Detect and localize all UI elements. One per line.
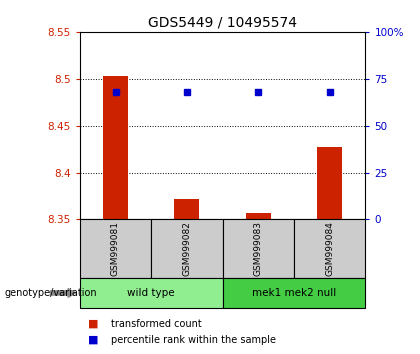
Bar bbox=[103, 76, 128, 219]
Text: percentile rank within the sample: percentile rank within the sample bbox=[111, 335, 276, 345]
Bar bbox=[151, 219, 223, 278]
Title: GDS5449 / 10495574: GDS5449 / 10495574 bbox=[148, 15, 297, 29]
Text: wild type: wild type bbox=[127, 288, 175, 298]
Text: ■: ■ bbox=[88, 319, 99, 329]
Bar bbox=[317, 147, 342, 219]
Bar bbox=[174, 199, 199, 219]
Bar bbox=[223, 219, 294, 278]
Bar bbox=[246, 213, 271, 219]
Text: GSM999084: GSM999084 bbox=[325, 221, 334, 276]
Bar bbox=[80, 219, 151, 278]
Text: transformed count: transformed count bbox=[111, 319, 202, 329]
Text: GSM999083: GSM999083 bbox=[254, 221, 263, 276]
Text: mek1 mek2 null: mek1 mek2 null bbox=[252, 288, 336, 298]
Bar bbox=[80, 278, 223, 308]
Text: GSM999082: GSM999082 bbox=[182, 221, 192, 276]
Bar bbox=[294, 219, 365, 278]
Text: GSM999081: GSM999081 bbox=[111, 221, 120, 276]
Text: genotype/variation: genotype/variation bbox=[4, 288, 97, 298]
Bar bbox=[223, 278, 365, 308]
Text: ■: ■ bbox=[88, 335, 99, 345]
